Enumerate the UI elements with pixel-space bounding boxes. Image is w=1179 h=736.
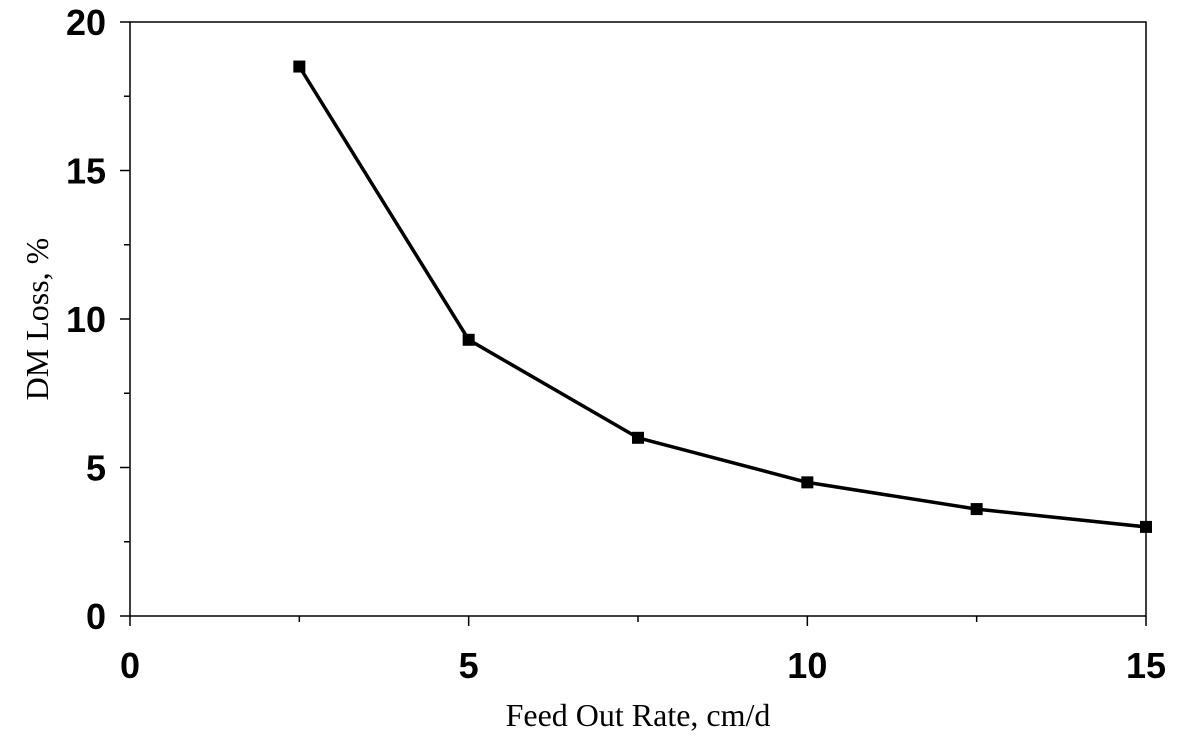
data-markers: [293, 60, 1152, 533]
data-point-marker: [632, 431, 644, 444]
y-tick-label: 0: [86, 596, 106, 637]
x-tick-label: 15: [1126, 645, 1166, 686]
y-tick-label: 5: [86, 448, 106, 489]
plot-frame: [129, 21, 1147, 617]
y-tick-label: 10: [66, 299, 106, 340]
data-point-marker: [293, 60, 306, 73]
x-tick-label: 5: [459, 645, 479, 686]
y-tick-label: 20: [66, 2, 106, 43]
series-line: [297, 65, 1147, 529]
data-point-marker: [970, 503, 983, 516]
data-point-marker: [801, 476, 814, 489]
data-point-marker: [1140, 520, 1152, 533]
axis-tick-labels: 0 5 10 15 0 5 10 15 20: [66, 2, 1166, 686]
data-point-marker: [462, 333, 475, 346]
axis-ticks: [120, 21, 1147, 626]
y-tick-label: 15: [66, 151, 106, 192]
x-tick-label: 0: [120, 645, 140, 686]
x-tick-label: 10: [787, 645, 827, 686]
x-axis-title: Feed Out Rate, cm/d: [506, 697, 771, 733]
y-axis-title: DM Loss, %: [19, 238, 55, 401]
